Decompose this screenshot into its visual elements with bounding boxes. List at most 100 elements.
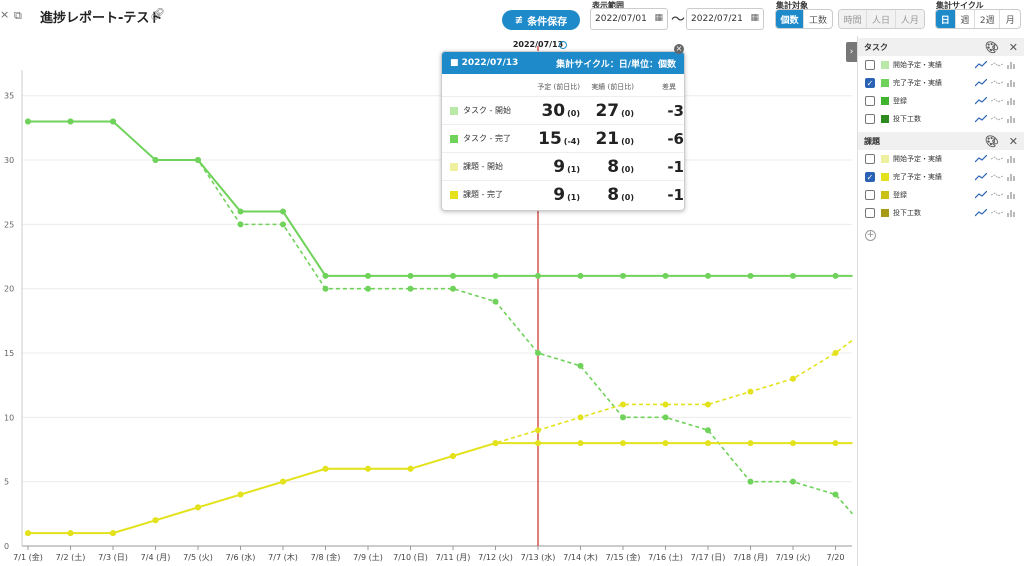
unit-option-manday[interactable]: 人日 <box>867 10 896 28</box>
bar-chart-icon[interactable] <box>1007 209 1015 217</box>
link-icon[interactable]: 🔗︎ <box>150 7 166 21</box>
x-tick-label: 7/8 (金) <box>311 552 341 562</box>
dashed-line-icon[interactable] <box>991 191 1003 199</box>
data-point <box>25 118 31 125</box>
unit-option-manmonth[interactable]: 人月 <box>895 10 924 28</box>
line-chart-icon[interactable] <box>975 115 987 123</box>
legend-checkbox[interactable] <box>865 114 875 124</box>
tooltip-cycle: 集計サイクル：日/単位：個数 <box>556 59 676 70</box>
date-to-input[interactable]: 2022/07/21 ▦ <box>686 8 764 30</box>
data-point <box>67 530 74 537</box>
dashed-line-icon[interactable] <box>991 209 1003 217</box>
target-option-effort[interactable]: 工数 <box>809 15 828 26</box>
bar-chart-icon[interactable] <box>1007 191 1015 199</box>
tooltip-header: ■ 2022/07/13 集計サイクル：日/単位：個数 <box>442 52 684 74</box>
tooltip-actual: 21 (0) <box>580 129 634 149</box>
legend-item[interactable]: ✓ 完了予定・実績 <box>858 168 1024 186</box>
close-icon[interactable]: ✕ <box>1008 134 1018 148</box>
tooltip-plan-delta: (1) <box>567 192 580 202</box>
data-point <box>535 427 541 434</box>
bar-chart-icon[interactable] <box>1007 155 1015 163</box>
data-point <box>662 401 669 408</box>
dashed-line-icon[interactable] <box>991 97 1003 105</box>
line-chart-icon[interactable] <box>975 173 987 181</box>
cycle-option-2week[interactable]: 2週 <box>975 10 1001 28</box>
line-chart-icon[interactable] <box>975 97 987 105</box>
tooltip-plan: 9 (1) <box>526 157 580 177</box>
x-tick-label: 7/6 (水) <box>226 552 256 562</box>
dashed-line-icon[interactable] <box>991 173 1003 181</box>
palette-icon[interactable]: 🎨︎ <box>984 134 999 148</box>
cycle-option-day[interactable]: 日 <box>936 10 956 28</box>
add-icon[interactable]: + <box>865 230 876 241</box>
legend-label: 開始予定・実績 <box>893 61 942 69</box>
bar-chart-icon[interactable] <box>1007 97 1015 105</box>
dashed-line-icon[interactable] <box>991 115 1003 123</box>
target-label: 集計対象 <box>776 1 808 10</box>
tooltip-date: ■ 2022/07/13 <box>450 58 519 68</box>
data-point <box>662 440 669 447</box>
legend-checkbox[interactable] <box>865 60 875 70</box>
line-chart-icon[interactable] <box>975 61 987 69</box>
top-bar: × ⧉ 進捗レポート-テスト 🔗︎ ≢ 条件保存 表示範囲 2022/07/01… <box>0 0 1024 40</box>
chart-svg: 0 5 10 15 20 25 30 35 7/1 (金) 7/2 (土) 7/3 (日) 7/4 (… <box>4 40 854 562</box>
legend-item[interactable]: ✓ 完了予定・実績 <box>858 74 1024 92</box>
data-point <box>577 440 584 447</box>
tooltip-close-icon[interactable]: × <box>674 44 684 54</box>
dashed-line-icon[interactable] <box>991 155 1003 163</box>
x-tick-label: 7/19 (火) <box>776 553 811 562</box>
legend-checkbox[interactable]: ✓ <box>865 78 875 88</box>
legend-item[interactable]: 投下工数 <box>858 204 1024 222</box>
data-point <box>365 272 371 279</box>
date-from-input[interactable]: 2022/07/01 ▦ <box>590 8 668 30</box>
legend-item[interactable]: 開始予定・実績 <box>858 56 1024 74</box>
legend-item[interactable]: 登録 <box>858 92 1024 110</box>
data-point <box>407 465 414 472</box>
legend-swatch <box>881 79 889 87</box>
line-chart-icon[interactable] <box>975 155 987 163</box>
legend-checkbox[interactable]: ✓ <box>865 172 875 182</box>
dashed-line-icon[interactable] <box>991 79 1003 87</box>
calendar-icon[interactable]: ▦ <box>750 13 759 23</box>
tooltip-plan-delta: (0) <box>567 108 580 118</box>
close-icon[interactable]: × <box>0 8 10 21</box>
issue-section-header: 課題 🎨︎ ✕ <box>858 132 1024 150</box>
cycle-option-week[interactable]: 週 <box>956 10 976 28</box>
legend-item[interactable]: 開始予定・実績 <box>858 150 1024 168</box>
legend-item[interactable]: 登録 <box>858 186 1024 204</box>
bar-chart-icon[interactable] <box>1007 79 1015 87</box>
legend-checkbox[interactable] <box>865 154 875 164</box>
panel-collapse-icon[interactable]: › <box>846 42 857 62</box>
external-link-icon[interactable]: ⧉ <box>14 9 22 22</box>
bar-chart-icon[interactable] <box>1007 115 1015 123</box>
bar-chart-icon[interactable] <box>1007 173 1015 181</box>
legend-checkbox[interactable] <box>865 190 875 200</box>
cycle-option-month[interactable]: 月 <box>1005 15 1015 26</box>
data-point <box>705 272 711 279</box>
tooltip-popup: ■ 2022/07/13 集計サイクル：日/単位：個数 予定 (前日比) 実績 … <box>441 51 685 211</box>
close-icon[interactable]: ✕ <box>1008 40 1018 54</box>
date-from-value: 2022/07/01 <box>595 14 647 24</box>
target-option-count[interactable]: 個数 <box>776 10 805 28</box>
line-chart-icon[interactable] <box>975 209 987 217</box>
tooltip-row-label: タスク - 開始 <box>463 106 511 115</box>
filter-list-icon: ≢ <box>514 14 524 26</box>
line-chart-icon[interactable] <box>975 191 987 199</box>
range-separator: 〜 <box>671 12 685 28</box>
tooltip-column-headers: 予定 (前日比) 実績 (前日比) 差異 <box>442 78 684 96</box>
legend-checkbox[interactable] <box>865 208 875 218</box>
tooltip-plan: 15 (-4) <box>526 129 580 149</box>
calendar-icon[interactable]: ▦ <box>654 13 663 23</box>
col-plan: 予定 (前日比) <box>537 83 580 91</box>
legend-swatch <box>881 209 889 217</box>
bar-chart-icon[interactable] <box>1007 61 1015 69</box>
palette-icon[interactable]: 🎨︎ <box>984 40 999 54</box>
line-chart-icon[interactable] <box>975 79 987 87</box>
legend-checkbox[interactable] <box>865 96 875 106</box>
data-point <box>577 272 584 279</box>
save-conditions-button[interactable]: ≢ 条件保存 <box>502 10 580 30</box>
dashed-line-icon[interactable] <box>991 61 1003 69</box>
tooltip-row-name: 課題 - 開始 <box>442 161 526 172</box>
legend-item[interactable]: 投下工数 <box>858 110 1024 128</box>
unit-option-hour[interactable]: 時間 <box>839 10 868 28</box>
